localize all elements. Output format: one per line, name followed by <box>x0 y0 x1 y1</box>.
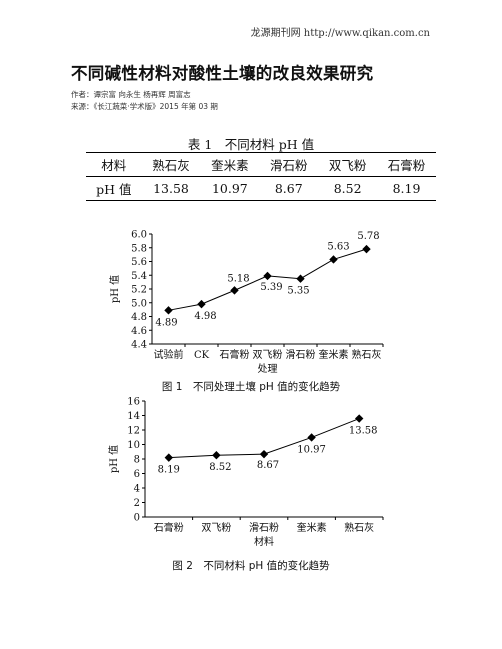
table1-cell: pH 值 <box>86 176 142 201</box>
table1-header-cell: 材料 <box>86 152 142 177</box>
x-tick-label: 石膏粉 <box>220 348 250 361</box>
x-tick-label: 熟石灰 <box>352 348 382 361</box>
x-tick-label: CK <box>194 350 210 361</box>
article-title: 不同碱性材料对酸性土壤的改良效果研究 <box>71 64 374 83</box>
data-point <box>329 255 338 264</box>
y-axis-title: pH 值 <box>108 275 121 303</box>
data-point <box>164 306 173 315</box>
article-authors: 作者：谭宗富 向永生 杨再辉 周富志 <box>71 90 191 99</box>
y-tick-label: 16 <box>127 397 140 408</box>
data-label: 10.97 <box>297 444 326 455</box>
x-tick-label: 双飞粉 <box>253 348 283 361</box>
x-tick-label: 双飞粉 <box>201 521 231 534</box>
table1-header-cell: 熟石灰 <box>141 152 201 177</box>
table1-cell: 13.58 <box>141 176 201 201</box>
x-tick-label: 石膏粉 <box>154 521 184 534</box>
y-tick-label: 6.0 <box>131 230 147 241</box>
table1-cell: 8.67 <box>259 176 319 201</box>
y-tick-label: 4.6 <box>131 326 147 337</box>
y-tick-label: 5.4 <box>131 271 147 282</box>
table1-cell: 8.52 <box>318 176 378 201</box>
y-tick-label: 4.4 <box>131 340 147 351</box>
table1-caption: 表 1 不同材料 pH 值 <box>187 137 315 152</box>
table1-cell: 8.19 <box>377 176 436 201</box>
figure2-caption: 图 2 不同材料 pH 值的变化趋势 <box>172 560 330 572</box>
x-tick-label: 试验前 <box>154 348 184 361</box>
x-axis-title: 处理 <box>258 363 278 375</box>
data-label: 5.39 <box>260 282 282 293</box>
data-point <box>164 453 173 462</box>
y-tick-label: 5.2 <box>131 285 147 296</box>
y-tick-label: 4.8 <box>131 312 147 323</box>
table1-cell: 10.97 <box>200 176 260 201</box>
table1-header-cell: 奎米素 <box>200 152 260 177</box>
data-label: 8.67 <box>257 460 279 471</box>
table1-header-cell: 双飞粉 <box>318 152 378 177</box>
x-tick-label: 奎米素 <box>319 348 349 361</box>
y-tick-label: 14 <box>127 411 140 422</box>
data-point <box>307 433 316 442</box>
data-point <box>197 299 206 309</box>
article-source: 来源：《长江蔬菜·学术版》2015 年第 03 期 <box>71 102 218 111</box>
site-header[interactable]: 龙源期刊网 http://www.qikan.com.cn <box>250 28 430 39</box>
y-tick-label: 5.6 <box>131 257 147 268</box>
y-tick-label: 4 <box>134 484 140 495</box>
data-label: 4.98 <box>194 311 216 322</box>
y-tick-label: 5.8 <box>131 243 147 254</box>
data-label: 8.19 <box>158 465 180 476</box>
table1-data-row: pH 值 13.58 10.97 8.67 8.52 8.19 <box>86 176 436 201</box>
data-label: 4.89 <box>155 317 177 328</box>
data-label: 5.35 <box>287 286 309 297</box>
y-tick-label: 5.0 <box>131 298 147 309</box>
y-tick-label: 12 <box>127 426 140 437</box>
table1-header-row: 材料 熟石灰 奎米素 滑石粉 双飞粉 石膏粉 <box>86 152 436 177</box>
x-tick-label: 熟石灰 <box>344 521 374 534</box>
data-label: 13.58 <box>349 426 378 437</box>
data-point <box>355 414 364 423</box>
y-tick-label: 0 <box>134 513 140 524</box>
y-tick-label: 10 <box>127 440 140 451</box>
x-tick-label: 奎米素 <box>297 521 327 534</box>
data-point <box>230 286 239 295</box>
data-point <box>296 274 305 283</box>
table1: 材料 熟石灰 奎米素 滑石粉 双飞粉 石膏粉 pH 值 13.58 10.97 … <box>86 152 436 201</box>
data-point <box>263 271 272 281</box>
x-tick-label: 滑石粉 <box>249 521 279 534</box>
data-label: 5.63 <box>327 241 349 252</box>
table1-header-cell: 石膏粉 <box>377 152 436 177</box>
table1-header-cell: 滑石粉 <box>259 152 319 177</box>
data-point <box>259 449 269 459</box>
y-tick-label: 2 <box>134 498 140 509</box>
x-tick-label: 滑石粉 <box>286 348 316 361</box>
data-label: 8.52 <box>209 462 231 473</box>
y-axis-title: pH 值 <box>107 445 120 473</box>
data-point <box>212 451 221 460</box>
data-point <box>362 244 371 254</box>
x-axis-title: 材料 <box>254 535 274 548</box>
data-label: 5.18 <box>227 273 249 284</box>
y-tick-label: 6 <box>134 469 140 480</box>
figure1-caption: 图 1 不同处理土壤 pH 值的变化趋势 <box>161 381 341 393</box>
data-label: 5.78 <box>357 231 379 242</box>
y-tick-label: 8 <box>134 455 140 466</box>
